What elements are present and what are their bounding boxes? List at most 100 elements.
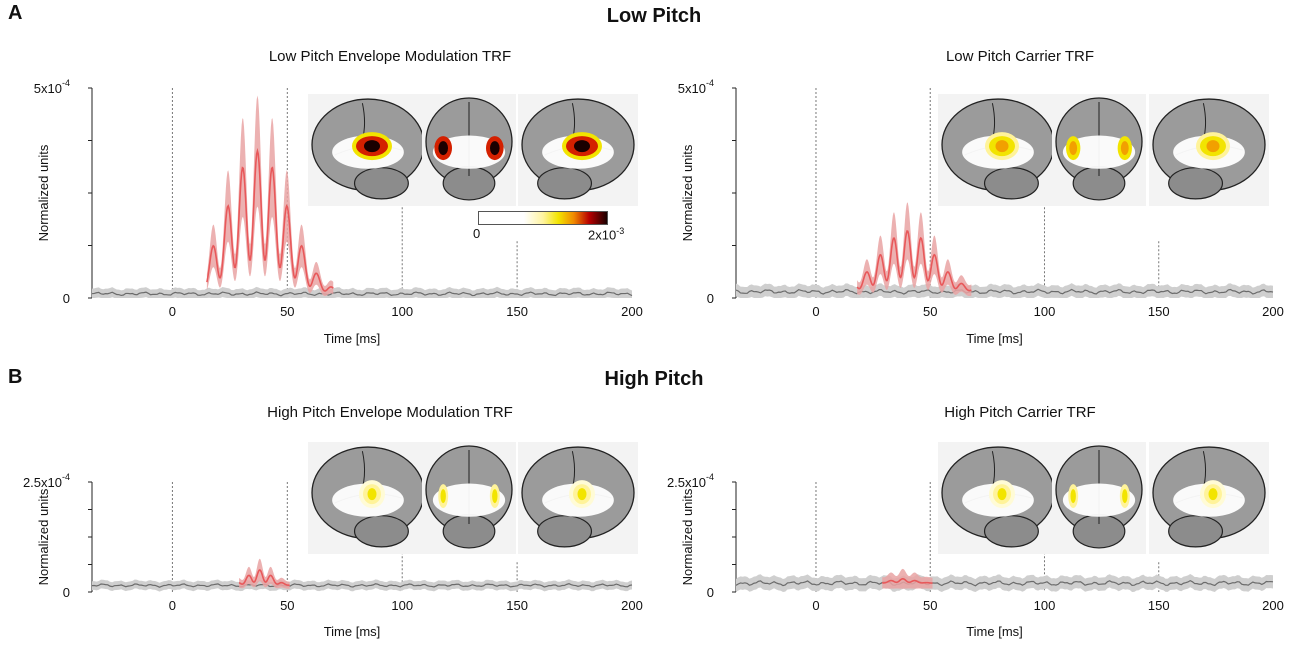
x-tick-label: 100 (391, 598, 413, 613)
activation-core (1069, 141, 1078, 156)
trf-response-line (882, 578, 933, 584)
x-tick-label: 150 (506, 304, 528, 319)
y-tick-label-base: 5x10 (34, 81, 62, 96)
x-axis-label: Time [ms] (966, 331, 1023, 346)
activation-core (574, 140, 590, 153)
activation-core (1208, 488, 1218, 501)
chart-high-envelope: 2.5x10-4 0 Normalized units 0 50 100 150 200 Tim… (23, 442, 643, 639)
y-tick-label: 0 (707, 585, 714, 600)
y-tick-label-exponent: -4 (706, 472, 714, 482)
y-tick-label: 0 (707, 291, 714, 306)
y-axis-label: Normalized units (36, 488, 51, 585)
x-tick-label: 100 (1034, 598, 1056, 613)
baseline-confidence-band (736, 574, 1273, 592)
activation-core (440, 489, 446, 504)
x-tick-label: 50 (280, 598, 294, 613)
chart-title-low-carrier: Low Pitch Carrier TRF (945, 48, 1095, 65)
chart-title-low-envelope: Low Pitch Envelope Modulation TRF (268, 48, 512, 65)
brain-source-maps (938, 442, 1269, 554)
y-axis-label: Normalized units (680, 488, 695, 585)
x-tick-label: 50 (280, 304, 294, 319)
x-tick-label: 150 (1148, 598, 1170, 613)
temporal-roi-mask (1062, 135, 1136, 169)
x-axis-label: Time [ms] (324, 331, 381, 346)
panel-letter-a: A (8, 2, 23, 24)
y-tick-label-base: 5x10 (678, 81, 706, 96)
trf-response-line (238, 569, 290, 586)
brain-cerebellum (353, 167, 409, 200)
activation-core (1206, 140, 1220, 153)
brain-cerebellum (537, 515, 593, 548)
chart-low-carrier: 5x10-4 0 Normalized units 0 50 100 150 200 Time … (678, 78, 1284, 346)
y-tick-label-base: 0 (63, 585, 70, 600)
x-tick-label: 50 (923, 304, 937, 319)
trf-response-line (206, 147, 334, 292)
x-tick-label: 200 (1262, 598, 1284, 613)
x-tick-label: 100 (391, 304, 413, 319)
activation-core (490, 141, 500, 156)
chart-low-envelope: 5x10-4 0 Normalized units 0 50 100 150 200 Time … (34, 78, 643, 346)
y-tick-label-exponent: -4 (62, 78, 70, 88)
colorbar (478, 211, 608, 225)
panel-letter-b: B (8, 366, 23, 388)
brain-cerebellum (983, 167, 1039, 200)
activation-core (492, 489, 498, 504)
baseline-confidence-band (92, 579, 632, 592)
section-title-high-pitch: High Pitch (604, 368, 704, 390)
trf-confidence-band (882, 568, 933, 589)
trf-confidence-band (239, 558, 290, 589)
baseline-line (91, 583, 633, 588)
x-tick-label: 0 (812, 304, 819, 319)
colorbar-max-label: 2x10-3 (588, 226, 625, 243)
x-tick-label: 0 (812, 598, 819, 613)
x-tick-label: 200 (621, 598, 643, 613)
y-tick-label-exponent: -4 (62, 472, 70, 482)
baseline-confidence-band (92, 286, 632, 298)
x-tick-label: 0 (169, 304, 176, 319)
brain-cerebellum (353, 515, 409, 548)
brain-source-maps (308, 94, 638, 206)
y-tick-label: 2.5x10-4 (667, 472, 714, 490)
y-tick-label: 5x10-4 (678, 78, 714, 96)
baseline-line (735, 579, 1274, 587)
section-title-low-pitch: Low Pitch (606, 5, 702, 27)
baseline-line (91, 291, 633, 297)
baseline-line (735, 288, 1274, 295)
chart-title-high-envelope: High Pitch Envelope Modulation TRF (267, 404, 513, 421)
y-tick-label: 2.5x10-4 (23, 472, 70, 490)
y-tick-label: 5x10-4 (34, 78, 70, 96)
x-tick-label: 0 (169, 598, 176, 613)
activation-core (997, 488, 1007, 501)
colorbar-min-label: 0 (473, 226, 481, 241)
activation-core (438, 141, 449, 156)
y-tick-label: 0 (63, 291, 70, 306)
temporal-roi-mask (1062, 483, 1136, 517)
y-tick-label-base: 2.5x10 (667, 475, 706, 490)
activation-core (1122, 489, 1128, 504)
brain-cerebellum (983, 515, 1039, 548)
y-tick-label-base: 2.5x10 (23, 475, 62, 490)
brain-cerebellum (1168, 515, 1224, 548)
x-axis-label: Time [ms] (966, 624, 1023, 639)
brain-cerebellum (537, 167, 593, 200)
brain-source-maps (308, 442, 638, 554)
x-axis-label: Time [ms] (324, 624, 381, 639)
activation-core (995, 140, 1009, 153)
x-tick-label: 150 (1148, 304, 1170, 319)
chart-title-high-carrier: High Pitch Carrier TRF (944, 404, 1096, 421)
x-tick-label: 100 (1034, 304, 1056, 319)
chart-high-carrier: 2.5x10-4 0 Normalized units 0 50 100 150 200 Tim… (667, 442, 1284, 639)
y-tick-label-base: 0 (707, 585, 714, 600)
activation-core (1120, 141, 1129, 156)
x-tick-label: 200 (621, 304, 643, 319)
activation-core (577, 488, 587, 501)
y-tick-label-base: 0 (707, 291, 714, 306)
activation-core (364, 140, 380, 153)
x-tick-label: 150 (506, 598, 528, 613)
activation-core (367, 488, 377, 501)
y-tick-label-exponent: -4 (706, 78, 714, 88)
brain-source-maps (938, 94, 1269, 206)
y-axis-label: Normalized units (36, 144, 51, 241)
x-tick-label: 50 (923, 598, 937, 613)
y-axis-label: Normalized units (680, 144, 695, 241)
